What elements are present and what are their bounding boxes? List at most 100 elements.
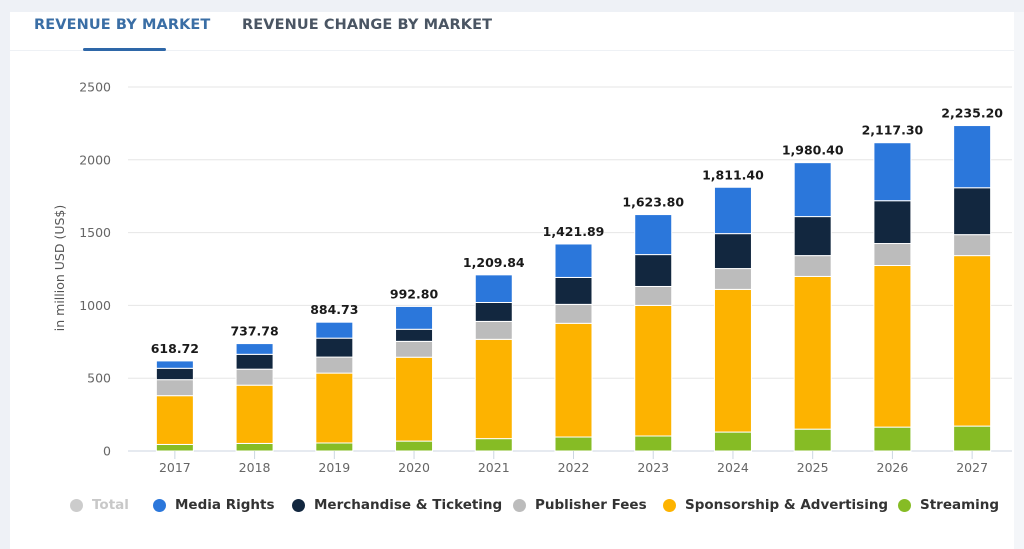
x-tick-label: 2017: [159, 460, 191, 475]
bar-segment-merchandise-ticketing[interactable]: [554, 276, 593, 305]
y-tick-label: 2000: [79, 152, 111, 167]
bar-group-2018[interactable]: [235, 343, 274, 452]
bar-segment-publisher-fees[interactable]: [634, 285, 673, 306]
bar-segment-publisher-fees[interactable]: [953, 234, 992, 257]
bar-segment-streaming[interactable]: [235, 442, 274, 452]
bar-segment-media-rights[interactable]: [554, 243, 593, 278]
bar-segment-publisher-fees[interactable]: [554, 303, 593, 324]
bar-segment-sponsorship-advertising[interactable]: [235, 384, 274, 444]
bar-segment-media-rights[interactable]: [155, 360, 194, 369]
bar-segment-streaming[interactable]: [395, 440, 434, 452]
bar-segment-streaming[interactable]: [554, 436, 593, 452]
bar-segment-merchandise-ticketing[interactable]: [315, 337, 354, 358]
y-axis-ticks: 0 500 1000 1500 2000 2500: [79, 80, 111, 459]
legend-item-publisher-fees[interactable]: Publisher Fees: [513, 497, 647, 513]
legend-item-total[interactable]: Total: [70, 497, 129, 513]
legend-label: Total: [92, 497, 129, 513]
bar-segment-media-rights[interactable]: [953, 125, 992, 189]
x-tick-label: 2022: [558, 460, 590, 475]
bar-segment-media-rights[interactable]: [315, 321, 354, 339]
total-value-label: 2,117.30: [862, 123, 924, 138]
bar-segment-publisher-fees[interactable]: [235, 368, 274, 386]
bar-segment-streaming[interactable]: [793, 428, 832, 452]
legend-dot-icon: [898, 498, 911, 512]
legend-item-sponsorship-advertising[interactable]: Sponsorship & Advertising: [663, 497, 888, 513]
bar-segment-media-rights[interactable]: [235, 343, 274, 355]
bar-segment-streaming[interactable]: [474, 438, 513, 452]
bar-segment-merchandise-ticketing[interactable]: [474, 301, 513, 322]
bar-group-2024[interactable]: [713, 186, 752, 452]
bar-segment-streaming[interactable]: [873, 426, 912, 452]
bar-segment-media-rights[interactable]: [793, 162, 832, 218]
bar-segment-merchandise-ticketing[interactable]: [793, 216, 832, 257]
bar-segment-sponsorship-advertising[interactable]: [395, 356, 434, 442]
bar-segment-sponsorship-advertising[interactable]: [953, 255, 992, 427]
x-axis-ticks: 2017 2018 2019 2020 2021 2022 2023 2024 2025 2026…: [159, 451, 988, 475]
bar-segment-streaming[interactable]: [315, 442, 354, 452]
bar-segment-media-rights[interactable]: [474, 274, 513, 303]
total-labels: 618.72 737.78 884.73 992.80 1,209.84 1,421.89…: [151, 106, 1004, 356]
bar-segment-publisher-fees[interactable]: [713, 268, 752, 290]
total-value-label: 1,980.40: [782, 143, 844, 158]
bar-group-2022[interactable]: [554, 243, 593, 452]
bar-group-2027[interactable]: [953, 125, 992, 452]
bar-segment-streaming[interactable]: [155, 443, 194, 452]
bar-segment-sponsorship-advertising[interactable]: [474, 338, 513, 440]
bar-segment-sponsorship-advertising[interactable]: [793, 275, 832, 430]
bar-segment-publisher-fees[interactable]: [474, 320, 513, 340]
active-tab-indicator: [83, 48, 166, 51]
total-value-label: 2,235.20: [941, 106, 1003, 121]
x-tick-label: 2025: [797, 460, 829, 475]
bar-segment-media-rights[interactable]: [634, 214, 673, 256]
total-value-label: 1,811.40: [702, 167, 764, 182]
bar-segment-media-rights[interactable]: [873, 142, 912, 202]
bar-group-2019[interactable]: [315, 321, 354, 452]
y-tick-label: 2500: [79, 80, 111, 95]
legend-item-media-rights[interactable]: Media Rights: [153, 497, 274, 513]
total-value-label: 884.73: [310, 302, 358, 317]
legend-item-merchandise-ticketing[interactable]: Merchandise & Ticketing: [292, 497, 502, 513]
bar-segment-publisher-fees[interactable]: [873, 243, 912, 267]
tab-revenue-by-market[interactable]: REVENUE BY MARKET: [34, 17, 211, 33]
bar-segment-streaming[interactable]: [713, 431, 752, 452]
legend-dot-icon: [292, 498, 305, 512]
bar-segment-media-rights[interactable]: [395, 305, 434, 330]
legend-dot-icon: [70, 498, 83, 512]
bar-segment-merchandise-ticketing[interactable]: [395, 328, 434, 342]
bar-segment-streaming[interactable]: [953, 425, 992, 452]
bar-segment-sponsorship-advertising[interactable]: [713, 288, 752, 433]
bar-group-2021[interactable]: [474, 274, 513, 452]
bar-segment-publisher-fees[interactable]: [155, 379, 194, 397]
total-value-label: 1,209.84: [463, 255, 525, 270]
bar-segment-sponsorship-advertising[interactable]: [873, 265, 912, 428]
legend-label: Sponsorship & Advertising: [685, 497, 889, 513]
bar-segment-merchandise-ticketing[interactable]: [873, 200, 912, 245]
bar-group-2017[interactable]: [155, 360, 194, 452]
bar-group-2020[interactable]: [395, 305, 434, 452]
bar-segment-publisher-fees[interactable]: [315, 356, 354, 374]
legend-dot-icon: [663, 498, 676, 512]
y-tick-label: 1500: [79, 225, 111, 240]
bar-group-2025[interactable]: [793, 162, 832, 452]
tab-revenue-change-by-market[interactable]: REVENUE CHANGE BY MARKET: [242, 17, 493, 33]
bar-segment-sponsorship-advertising[interactable]: [634, 304, 673, 437]
bar-segment-sponsorship-advertising[interactable]: [155, 395, 194, 445]
bar-group-2023[interactable]: [634, 214, 673, 452]
bar-segment-merchandise-ticketing[interactable]: [953, 187, 992, 236]
bar-segment-sponsorship-advertising[interactable]: [315, 372, 354, 444]
legend-item-streaming[interactable]: Streaming: [898, 497, 999, 513]
y-axis-title: in million USD (US$): [52, 205, 67, 331]
bar-segment-merchandise-ticketing[interactable]: [634, 254, 673, 287]
bar-segment-sponsorship-advertising[interactable]: [554, 322, 593, 438]
bar-segment-publisher-fees[interactable]: [395, 340, 434, 358]
legend-label: Streaming: [920, 497, 1000, 513]
x-tick-label: 2020: [398, 460, 430, 475]
bar-segment-merchandise-ticketing[interactable]: [155, 367, 194, 381]
bar-segment-streaming[interactable]: [634, 435, 673, 452]
bar-segment-merchandise-ticketing[interactable]: [235, 353, 274, 370]
y-tick-label: 1000: [79, 298, 111, 313]
bar-segment-publisher-fees[interactable]: [793, 255, 832, 277]
bar-segment-merchandise-ticketing[interactable]: [713, 233, 752, 270]
bar-group-2026[interactable]: [873, 142, 912, 452]
bar-segment-media-rights[interactable]: [713, 186, 752, 235]
